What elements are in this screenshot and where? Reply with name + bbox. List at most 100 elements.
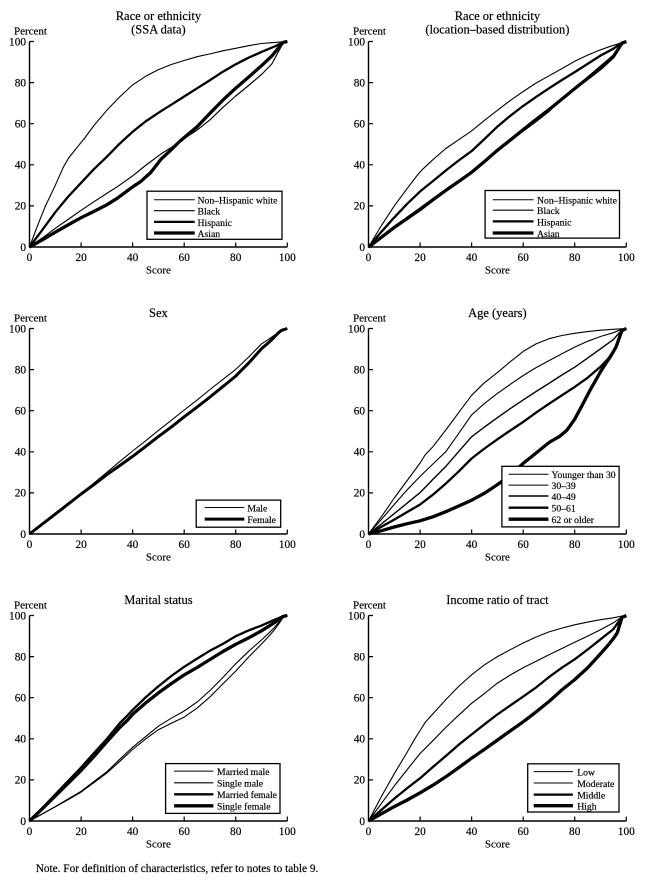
svg-text:60: 60 xyxy=(15,693,27,705)
svg-text:0: 0 xyxy=(27,539,33,551)
svg-text:60: 60 xyxy=(15,406,27,418)
svg-text:Income ratio of tract: Income ratio of tract xyxy=(446,593,549,607)
svg-text:80: 80 xyxy=(354,651,366,663)
svg-text:Percent: Percent xyxy=(14,312,47,324)
svg-text:0: 0 xyxy=(20,529,26,541)
svg-text:20: 20 xyxy=(354,488,366,500)
svg-text:60: 60 xyxy=(354,406,366,418)
svg-text:100: 100 xyxy=(279,539,296,551)
svg-text:100: 100 xyxy=(279,252,296,264)
svg-text:60: 60 xyxy=(518,539,530,551)
svg-text:100: 100 xyxy=(9,36,26,48)
svg-text:100: 100 xyxy=(348,610,365,622)
svg-text:Score: Score xyxy=(485,552,510,564)
svg-text:Low: Low xyxy=(577,768,595,779)
svg-text:Married female: Married female xyxy=(217,790,277,801)
svg-text:Hispanic: Hispanic xyxy=(198,218,232,229)
svg-text:40: 40 xyxy=(15,447,27,459)
svg-text:40: 40 xyxy=(354,734,366,746)
svg-text:40: 40 xyxy=(354,160,366,172)
svg-text:100: 100 xyxy=(618,252,635,264)
svg-text:60: 60 xyxy=(15,119,27,131)
svg-text:0: 0 xyxy=(366,252,372,264)
svg-text:Asian: Asian xyxy=(198,229,221,240)
svg-text:Race or ethnicity: Race or ethnicity xyxy=(116,9,202,23)
svg-text:80: 80 xyxy=(15,77,27,89)
svg-text:Single male: Single male xyxy=(217,779,263,790)
svg-text:0: 0 xyxy=(359,242,365,254)
svg-text:100: 100 xyxy=(618,539,635,551)
svg-text:80: 80 xyxy=(230,252,242,264)
svg-text:Moderate: Moderate xyxy=(577,779,614,790)
svg-text:Percent: Percent xyxy=(14,25,47,37)
svg-text:100: 100 xyxy=(618,826,635,838)
svg-text:80: 80 xyxy=(15,364,27,376)
svg-text:Race or ethnicity: Race or ethnicity xyxy=(455,9,541,23)
svg-text:Married male: Married male xyxy=(217,767,269,778)
svg-text:Score: Score xyxy=(146,552,171,564)
svg-text:0: 0 xyxy=(359,816,365,828)
svg-text:20: 20 xyxy=(75,539,87,551)
svg-text:40: 40 xyxy=(466,252,478,264)
svg-text:60: 60 xyxy=(518,826,530,838)
svg-text:60: 60 xyxy=(518,252,530,264)
svg-text:0: 0 xyxy=(27,826,33,838)
svg-text:0: 0 xyxy=(20,816,26,828)
svg-text:Percent: Percent xyxy=(14,599,47,611)
svg-text:Asian: Asian xyxy=(537,229,560,240)
svg-text:80: 80 xyxy=(15,651,27,663)
svg-text:Percent: Percent xyxy=(353,312,386,324)
svg-text:20: 20 xyxy=(414,539,426,551)
svg-text:40: 40 xyxy=(127,826,139,838)
svg-text:40: 40 xyxy=(127,252,139,264)
svg-text:40: 40 xyxy=(15,734,27,746)
svg-text:80: 80 xyxy=(230,826,242,838)
svg-text:Male: Male xyxy=(247,503,267,514)
svg-text:Sex: Sex xyxy=(149,306,169,320)
svg-text:Middle: Middle xyxy=(577,791,605,802)
svg-text:100: 100 xyxy=(279,826,296,838)
svg-text:80: 80 xyxy=(569,539,581,551)
svg-text:100: 100 xyxy=(348,323,365,335)
svg-text:80: 80 xyxy=(569,826,581,838)
svg-text:80: 80 xyxy=(230,539,242,551)
svg-text:50–61: 50–61 xyxy=(552,504,576,515)
svg-text:100: 100 xyxy=(9,610,26,622)
svg-text:100: 100 xyxy=(9,323,26,335)
svg-text:0: 0 xyxy=(20,242,26,254)
svg-text:40: 40 xyxy=(15,160,27,172)
svg-text:Non–Hispanic white: Non–Hispanic white xyxy=(537,196,617,207)
svg-text:40: 40 xyxy=(127,539,139,551)
svg-text:60: 60 xyxy=(354,119,366,131)
svg-text:20: 20 xyxy=(354,775,366,787)
svg-text:Non–Hispanic white: Non–Hispanic white xyxy=(198,196,278,207)
svg-text:Single female: Single female xyxy=(217,802,271,813)
svg-text:High: High xyxy=(577,802,597,813)
svg-text:0: 0 xyxy=(27,252,33,264)
svg-text:Black: Black xyxy=(198,207,221,218)
svg-text:20: 20 xyxy=(15,775,27,787)
svg-text:80: 80 xyxy=(569,252,581,264)
svg-text:30–39: 30–39 xyxy=(552,481,576,492)
svg-text:20: 20 xyxy=(75,252,87,264)
svg-text:60: 60 xyxy=(179,539,191,551)
svg-text:20: 20 xyxy=(354,201,366,213)
svg-text:Score: Score xyxy=(146,839,171,851)
svg-text:Black: Black xyxy=(537,206,560,217)
svg-text:Score: Score xyxy=(485,265,510,277)
svg-text:Marital status: Marital status xyxy=(124,593,193,607)
svg-text:20: 20 xyxy=(15,488,27,500)
svg-text:Score: Score xyxy=(146,265,171,277)
svg-text:Hispanic: Hispanic xyxy=(537,217,571,228)
svg-text:60: 60 xyxy=(179,826,191,838)
svg-text:20: 20 xyxy=(414,252,426,264)
svg-text:(location–based distribution): (location–based distribution) xyxy=(425,23,569,37)
svg-text:80: 80 xyxy=(354,77,366,89)
svg-text:40: 40 xyxy=(466,539,478,551)
svg-text:62 or older: 62 or older xyxy=(552,515,595,526)
svg-text:Younger than 30: Younger than 30 xyxy=(552,470,616,481)
svg-text:20: 20 xyxy=(414,826,426,838)
svg-text:20: 20 xyxy=(15,201,27,213)
svg-text:Female: Female xyxy=(247,515,276,526)
svg-text:0: 0 xyxy=(366,826,372,838)
